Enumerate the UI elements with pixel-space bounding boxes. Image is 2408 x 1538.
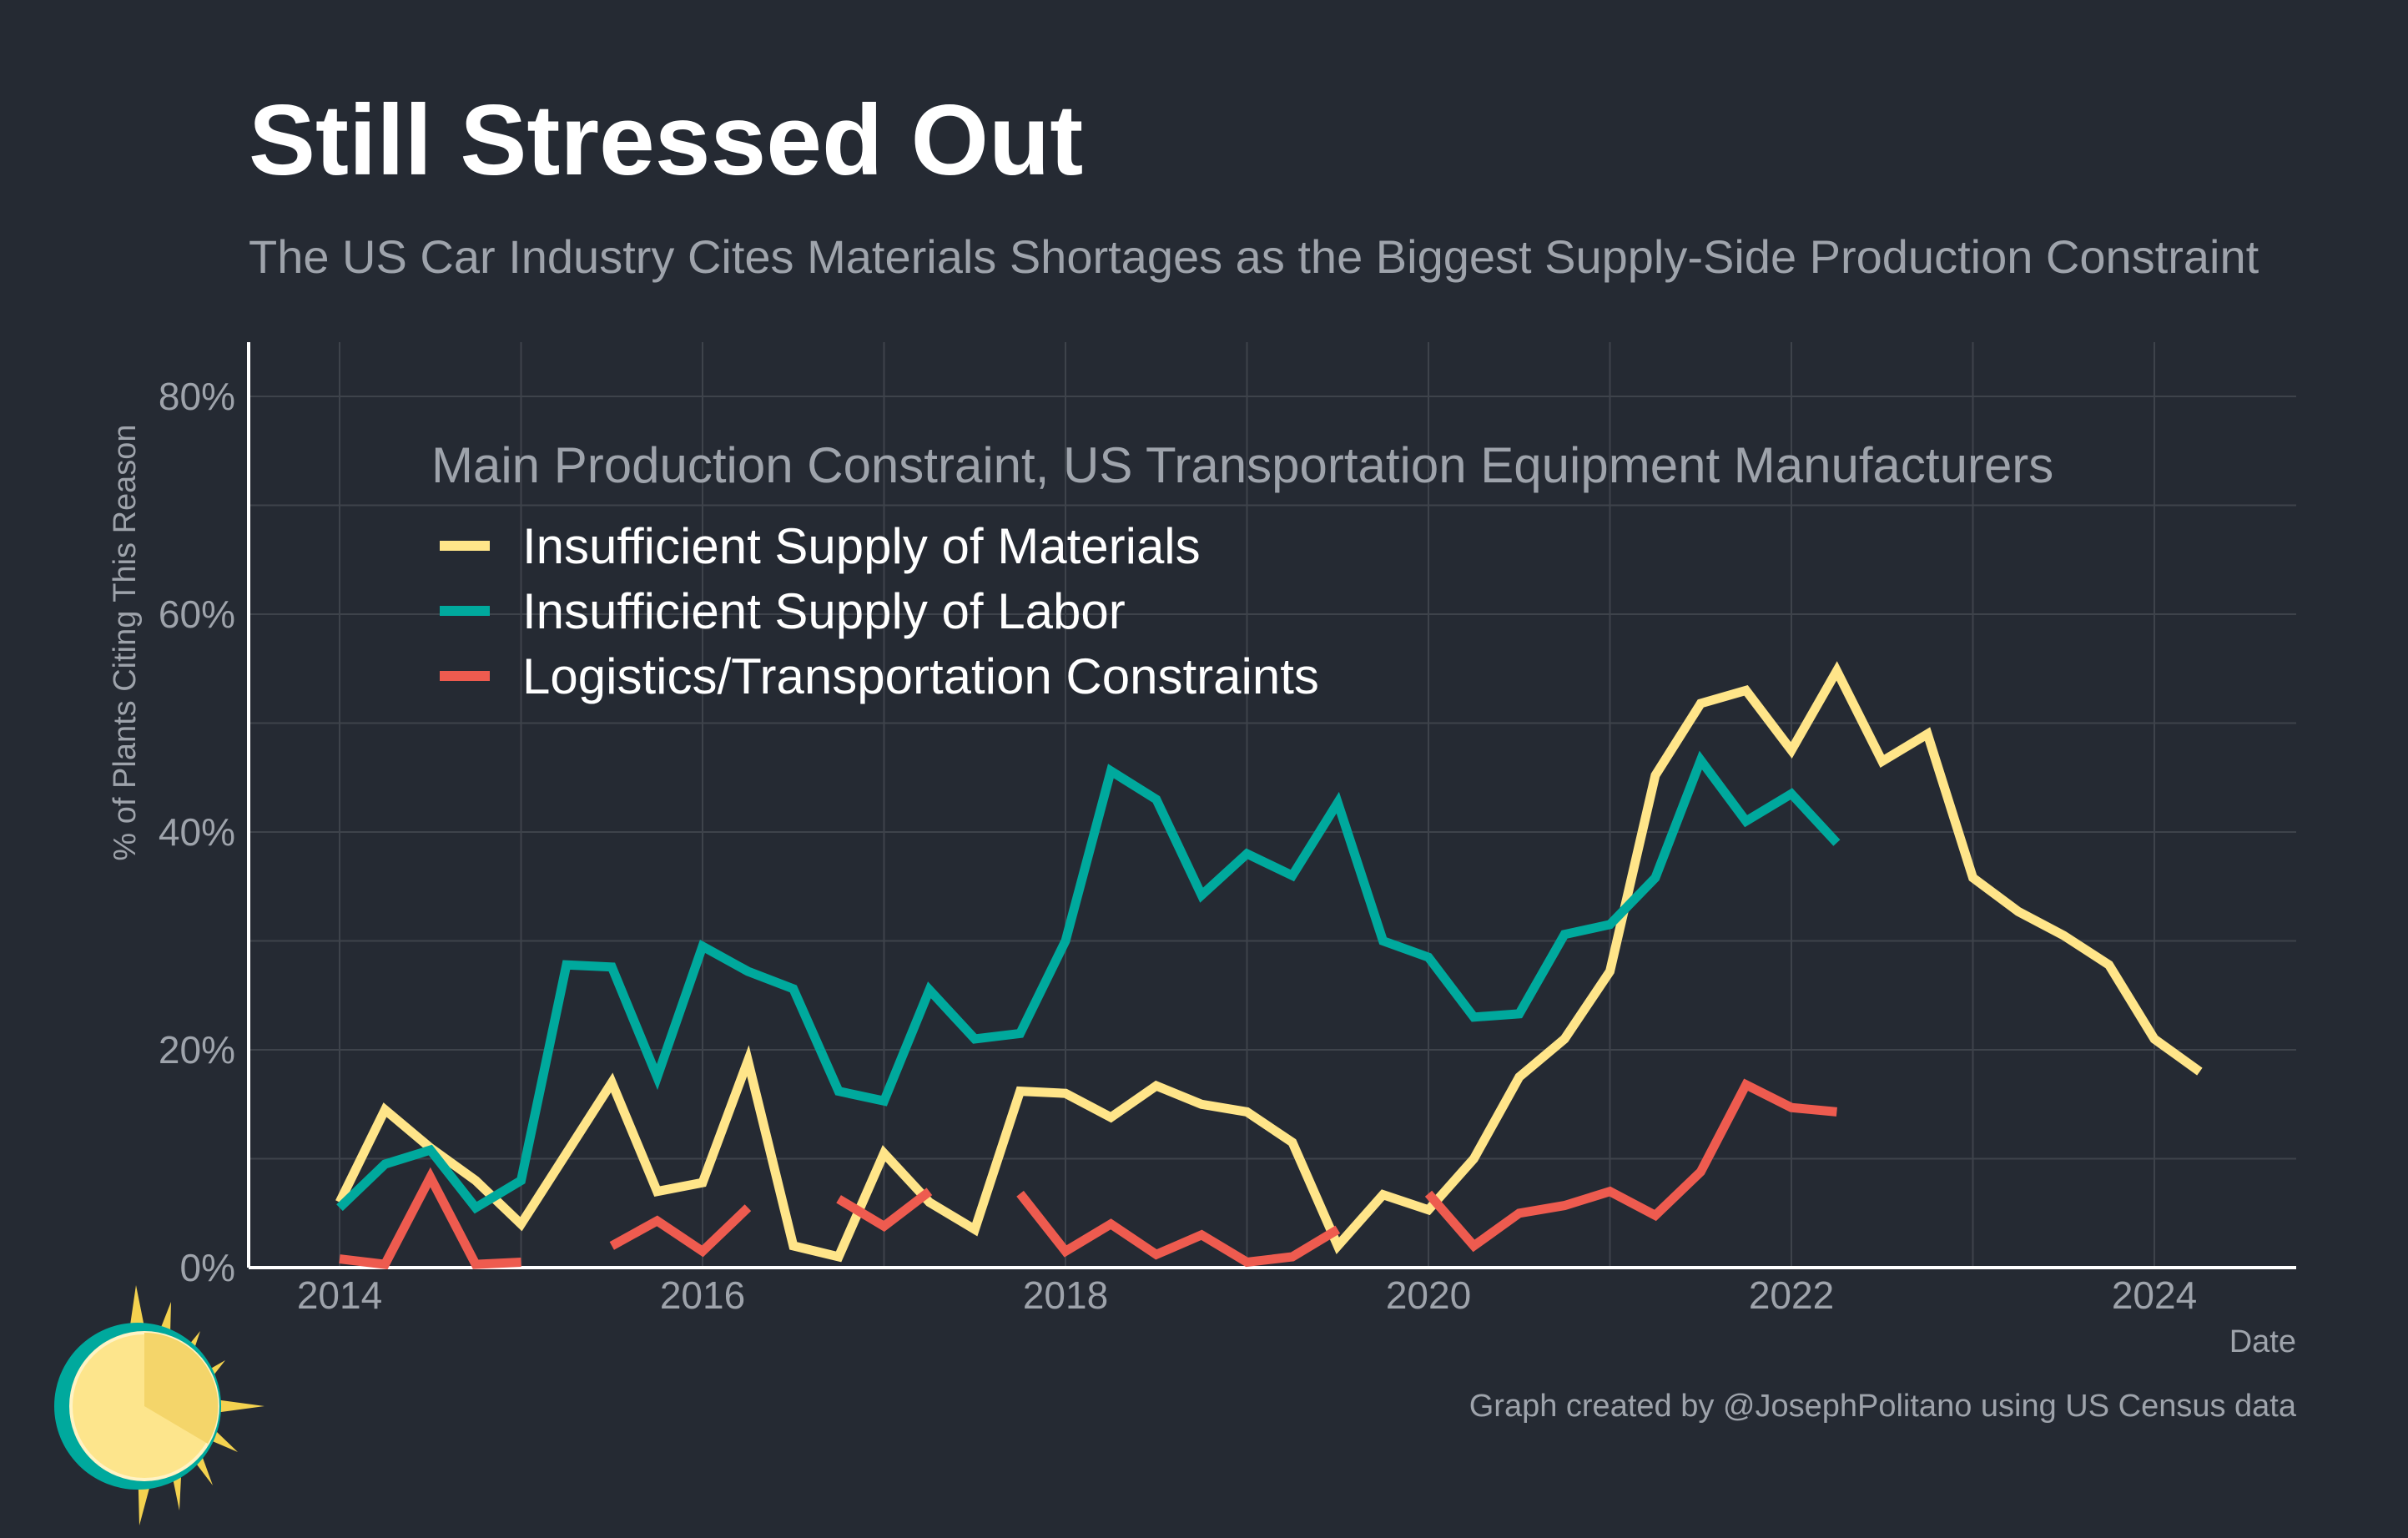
y-tick-label: 80% <box>159 375 235 418</box>
sun-shade <box>144 1332 219 1444</box>
sun-logo-icon <box>54 1285 264 1525</box>
x-tick-label: 2014 <box>297 1273 382 1317</box>
grid-lines <box>249 342 2296 1268</box>
axis-ticks: 0% 20% 40% 60% 80% 2014 2016 2018 2020 2022 2024 <box>159 375 2197 1317</box>
legend-label-materials: Insufficient Supply of Materials <box>522 518 1201 574</box>
legend-title: Main Production Constraint, US Transport… <box>431 437 2053 493</box>
legend: Main Production Constraint, US Transport… <box>431 437 2053 704</box>
y-axis-label: % of Plants Citing This Reason <box>108 424 143 860</box>
series-lines <box>335 661 2203 1270</box>
chart-title: Still Stressed Out <box>249 84 1084 196</box>
x-tick-label: 2024 <box>2112 1273 2197 1317</box>
series-materials <box>335 661 2203 1263</box>
series-line-materials <box>335 661 2203 1263</box>
y-tick-label: 60% <box>159 593 235 636</box>
y-tick-label: 0% <box>180 1246 235 1289</box>
chart-subtitle: The US Car Industry Cites Materials Shor… <box>249 230 2259 283</box>
series-labor <box>336 750 1841 1214</box>
y-tick-label: 20% <box>159 1028 235 1072</box>
source-caption: Graph created by @JosephPolitano using U… <box>1468 1389 2296 1424</box>
legend-item-labor: Insufficient Supply of Labor <box>440 583 1126 639</box>
series-line-labor <box>336 750 1841 1214</box>
legend-item-logistics: Logistics/Transportation Constraints <box>440 648 1319 704</box>
series-logistics <box>339 1078 1837 1270</box>
x-tick-label: 2016 <box>660 1273 745 1317</box>
x-axis-label: Date <box>2229 1324 2296 1359</box>
legend-label-labor: Insufficient Supply of Labor <box>522 583 1126 639</box>
x-tick-label: 2018 <box>1023 1273 1108 1317</box>
axes <box>247 342 2296 1269</box>
y-tick-label: 40% <box>159 810 235 854</box>
x-tick-label: 2020 <box>1386 1273 1471 1317</box>
legend-item-materials: Insufficient Supply of Materials <box>440 518 1201 574</box>
x-tick-label: 2022 <box>1749 1273 1834 1317</box>
legend-label-logistics: Logistics/Transportation Constraints <box>522 648 1319 704</box>
series-line-logistics <box>339 1078 1837 1270</box>
